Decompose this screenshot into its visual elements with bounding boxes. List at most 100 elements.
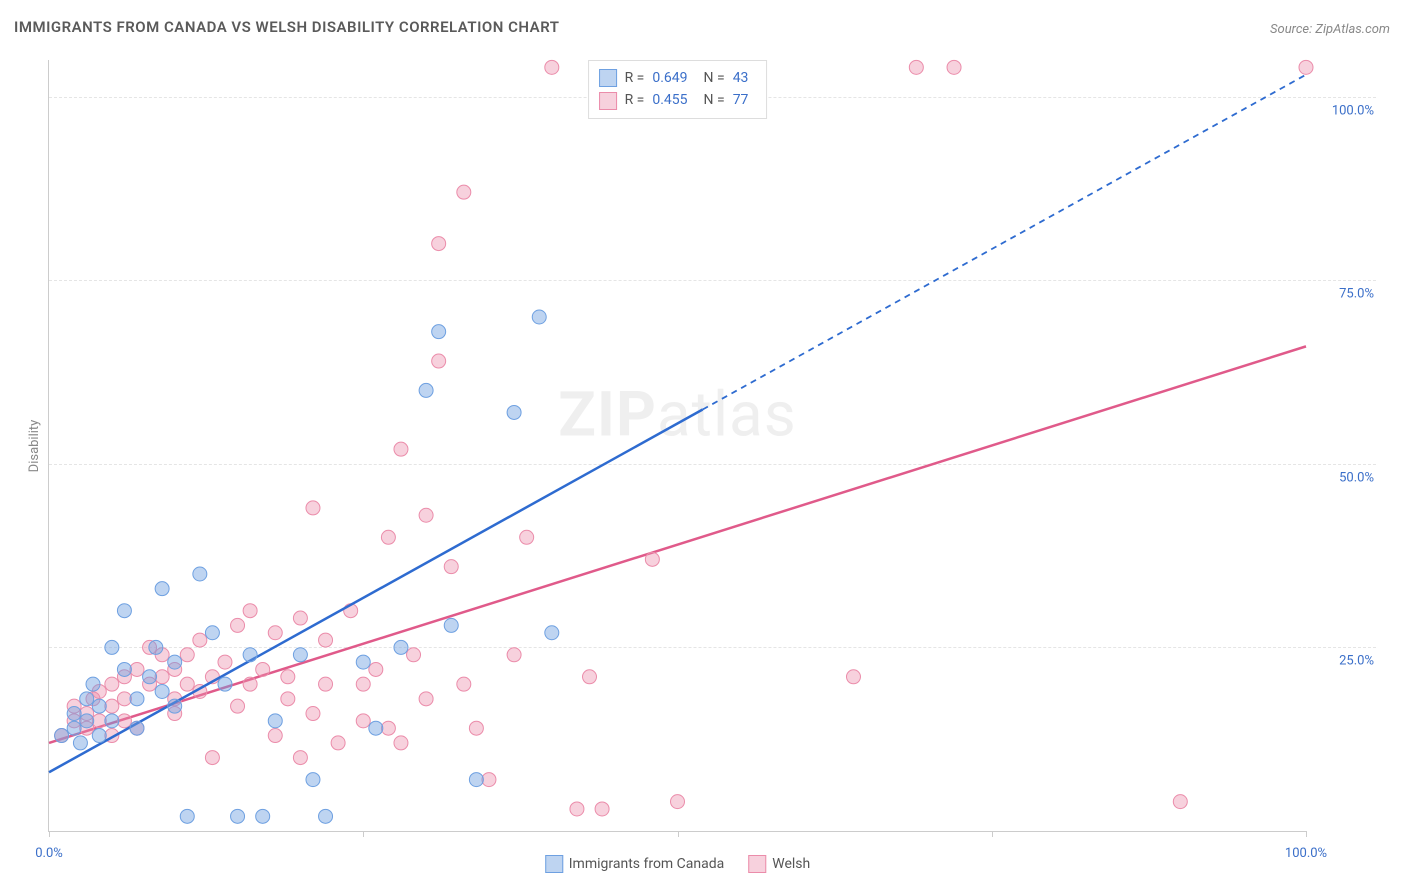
legend-item-label: Welsh — [772, 856, 810, 872]
data-point — [243, 677, 257, 691]
data-point — [105, 699, 119, 713]
y-tick-label: 75.0% — [1339, 287, 1374, 302]
data-point — [356, 714, 370, 728]
data-point — [394, 640, 408, 654]
data-point — [545, 626, 559, 640]
data-point — [507, 648, 521, 662]
data-point — [369, 662, 383, 676]
data-point — [117, 662, 131, 676]
data-point — [319, 633, 333, 647]
source-credit: Source: ZipAtlas.com — [1270, 22, 1390, 37]
data-point — [80, 692, 94, 706]
data-point — [331, 736, 345, 750]
data-point — [645, 552, 659, 566]
x-tick-label: 0.0% — [35, 846, 63, 861]
data-point — [73, 736, 87, 750]
data-point — [256, 662, 270, 676]
x-tick — [678, 831, 679, 837]
data-point — [595, 802, 609, 816]
data-point — [407, 648, 421, 662]
legend-stats-row: R =0.455N =77 — [599, 89, 757, 111]
data-point — [205, 751, 219, 765]
legend-swatch — [748, 855, 766, 873]
data-point — [130, 721, 144, 735]
data-point — [293, 751, 307, 765]
y-tick-label: 25.0% — [1339, 654, 1374, 669]
data-point — [105, 677, 119, 691]
trend-line-solid — [49, 410, 703, 773]
data-point — [520, 530, 534, 544]
legend-swatch — [545, 855, 563, 873]
data-point — [168, 655, 182, 669]
data-point — [419, 383, 433, 397]
data-point — [369, 721, 383, 735]
data-point — [80, 714, 94, 728]
data-point — [193, 567, 207, 581]
data-point — [155, 684, 169, 698]
data-point — [231, 699, 245, 713]
data-point — [130, 692, 144, 706]
data-point — [444, 618, 458, 632]
data-point — [243, 648, 257, 662]
data-point — [671, 795, 685, 809]
legend-item: Immigrants from Canada — [545, 855, 725, 873]
data-point — [469, 721, 483, 735]
data-point — [55, 729, 69, 743]
data-point — [231, 618, 245, 632]
legend-n-label: N = — [704, 89, 725, 111]
data-point — [482, 773, 496, 787]
data-point — [117, 604, 131, 618]
x-tick — [1306, 831, 1307, 837]
data-point — [231, 809, 245, 823]
data-point — [67, 707, 81, 721]
data-point — [432, 354, 446, 368]
legend-item-label: Immigrants from Canada — [569, 856, 725, 872]
data-point — [293, 611, 307, 625]
data-point — [1299, 60, 1313, 74]
data-point — [130, 662, 144, 676]
data-point — [419, 692, 433, 706]
data-point — [92, 699, 106, 713]
data-point — [394, 736, 408, 750]
data-point — [218, 655, 232, 669]
data-point — [256, 809, 270, 823]
data-point — [86, 677, 100, 691]
data-point — [457, 185, 471, 199]
data-point — [117, 714, 131, 728]
y-tick-label: 50.0% — [1339, 470, 1374, 485]
data-point — [306, 501, 320, 515]
data-point — [193, 633, 207, 647]
data-point — [319, 809, 333, 823]
y-tick-label: 100.0% — [1332, 103, 1374, 118]
correlation-chart: IMMIGRANTS FROM CANADA VS WELSH DISABILI… — [0, 0, 1406, 892]
y-axis-label: Disability — [27, 420, 42, 473]
data-point — [570, 802, 584, 816]
data-point — [105, 640, 119, 654]
data-point — [432, 325, 446, 339]
legend-r-label: R = — [625, 67, 645, 89]
data-point — [381, 530, 395, 544]
data-point — [268, 626, 282, 640]
data-point — [319, 677, 333, 691]
data-point — [268, 729, 282, 743]
data-point — [1173, 795, 1187, 809]
data-point — [293, 648, 307, 662]
data-point — [155, 670, 169, 684]
legend-r-value: 0.649 — [652, 67, 687, 89]
data-point — [180, 809, 194, 823]
data-point — [507, 405, 521, 419]
data-point — [583, 670, 597, 684]
data-point — [92, 714, 106, 728]
x-tick — [992, 831, 993, 837]
data-point — [268, 714, 282, 728]
data-point — [381, 721, 395, 735]
legend-stats: R =0.649N =43R =0.455N =77 — [588, 60, 768, 119]
data-point — [457, 677, 471, 691]
data-point — [180, 648, 194, 662]
trend-line-dashed — [703, 75, 1306, 410]
data-point — [532, 310, 546, 324]
chart-title: IMMIGRANTS FROM CANADA VS WELSH DISABILI… — [14, 18, 559, 36]
data-point — [281, 670, 295, 684]
data-point — [947, 60, 961, 74]
data-point — [205, 626, 219, 640]
